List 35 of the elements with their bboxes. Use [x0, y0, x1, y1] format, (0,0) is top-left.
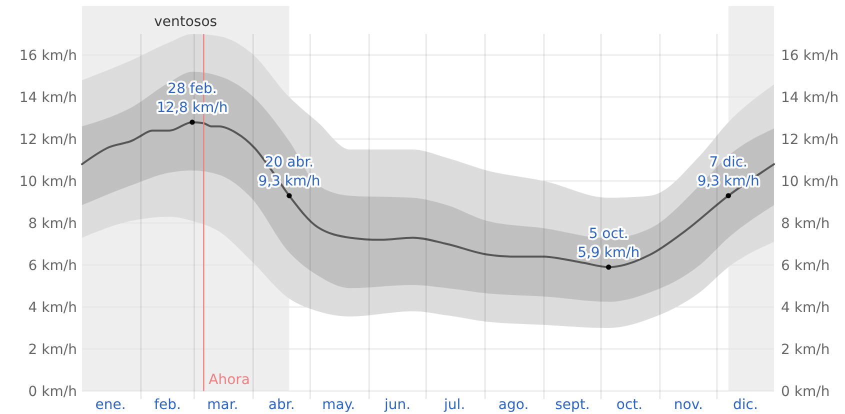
annotation: 5 oct. 5,9 km/h	[578, 226, 640, 262]
x-tick-label: nov.	[674, 397, 703, 413]
y2-tick-label: 0 km/h	[781, 384, 830, 400]
y2-tick-label: 14 km/h	[781, 90, 839, 106]
y-tick-label: 4 km/h	[28, 300, 77, 316]
y2-tick-label: 12 km/h	[781, 132, 839, 148]
y-tick-label: 14 km/h	[19, 90, 77, 106]
x-tick-label: may.	[322, 397, 356, 413]
y2-tick-label: 16 km/h	[781, 48, 839, 64]
y2-tick-label: 8 km/h	[781, 216, 830, 232]
x-tick-label: dic.	[733, 397, 758, 413]
band-label: ventosos	[154, 14, 218, 30]
x-tick-label: ago.	[498, 397, 529, 413]
y-tick-label: 10 km/h	[19, 174, 77, 190]
y2-tick-label: 10 km/h	[781, 174, 839, 190]
x-tick-label: jul.	[443, 397, 466, 413]
y-tick-label: 12 km/h	[19, 132, 77, 148]
y-tick-label: 6 km/h	[28, 258, 77, 274]
y-tick-label: 2 km/h	[28, 342, 77, 358]
y-tick-label: 16 km/h	[19, 48, 77, 64]
y2-tick-label: 2 km/h	[781, 342, 830, 358]
x-tick-label: feb.	[154, 397, 181, 413]
x-tick-label: oct.	[616, 397, 643, 413]
annotation: 28 feb. 12,8 km/h	[156, 81, 228, 116]
x-tick-label: ene.	[95, 397, 126, 413]
x-tick-label: abr.	[268, 397, 295, 413]
y2-tick-label: 6 km/h	[781, 258, 830, 274]
y-tick-label: 0 km/h	[28, 384, 77, 400]
x-tick-label: sept.	[555, 397, 590, 413]
x-tick-label: mar.	[207, 397, 238, 413]
ref-line-label: Ahora	[208, 372, 250, 388]
y2-tick-label: 4 km/h	[781, 300, 830, 316]
y-tick-label: 8 km/h	[28, 216, 77, 232]
x-tick-label: jun.	[384, 397, 411, 413]
annotation: 20 abr. 9,3 km/h	[258, 154, 320, 190]
